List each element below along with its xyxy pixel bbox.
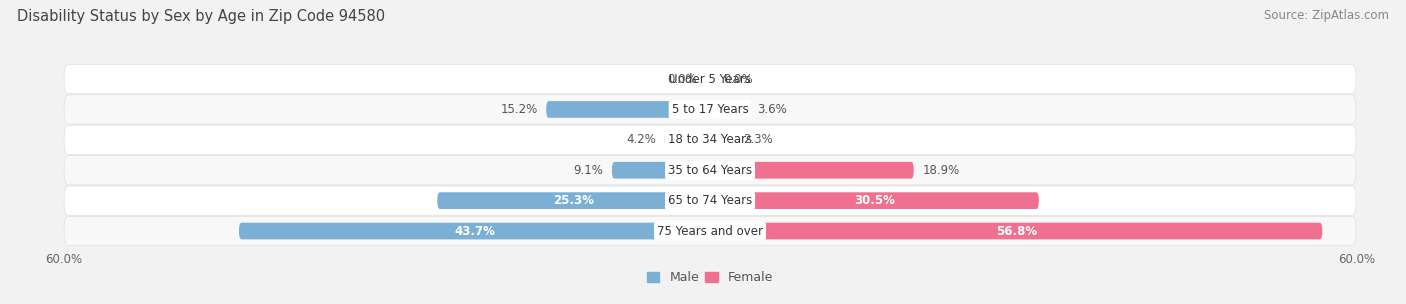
Text: 56.8%: 56.8% bbox=[995, 225, 1036, 237]
FancyBboxPatch shape bbox=[65, 156, 1355, 185]
FancyBboxPatch shape bbox=[710, 223, 1322, 240]
FancyBboxPatch shape bbox=[612, 162, 710, 179]
Legend: Male, Female: Male, Female bbox=[647, 271, 773, 285]
FancyBboxPatch shape bbox=[710, 101, 749, 118]
Text: 4.2%: 4.2% bbox=[626, 133, 657, 146]
Text: 35 to 64 Years: 35 to 64 Years bbox=[668, 164, 752, 177]
Text: 18 to 34 Years: 18 to 34 Years bbox=[668, 133, 752, 146]
Text: Disability Status by Sex by Age in Zip Code 94580: Disability Status by Sex by Age in Zip C… bbox=[17, 9, 385, 24]
Text: Source: ZipAtlas.com: Source: ZipAtlas.com bbox=[1264, 9, 1389, 22]
FancyBboxPatch shape bbox=[437, 192, 710, 209]
Text: 15.2%: 15.2% bbox=[501, 103, 537, 116]
FancyBboxPatch shape bbox=[239, 223, 710, 240]
FancyBboxPatch shape bbox=[65, 216, 1355, 246]
Text: 2.3%: 2.3% bbox=[744, 133, 773, 146]
FancyBboxPatch shape bbox=[710, 162, 914, 179]
Text: 25.3%: 25.3% bbox=[553, 194, 595, 207]
Text: 3.6%: 3.6% bbox=[758, 103, 787, 116]
Text: 0.0%: 0.0% bbox=[723, 73, 752, 85]
Text: 65 to 74 Years: 65 to 74 Years bbox=[668, 194, 752, 207]
Text: 9.1%: 9.1% bbox=[574, 164, 603, 177]
Text: 18.9%: 18.9% bbox=[922, 164, 960, 177]
Text: 75 Years and over: 75 Years and over bbox=[657, 225, 763, 237]
FancyBboxPatch shape bbox=[710, 192, 1039, 209]
FancyBboxPatch shape bbox=[65, 186, 1355, 215]
FancyBboxPatch shape bbox=[65, 95, 1355, 124]
FancyBboxPatch shape bbox=[65, 125, 1355, 154]
FancyBboxPatch shape bbox=[710, 131, 735, 148]
Text: Under 5 Years: Under 5 Years bbox=[669, 73, 751, 85]
Text: 30.5%: 30.5% bbox=[853, 194, 894, 207]
FancyBboxPatch shape bbox=[665, 131, 710, 148]
Text: 5 to 17 Years: 5 to 17 Years bbox=[672, 103, 748, 116]
FancyBboxPatch shape bbox=[546, 101, 710, 118]
Text: 0.0%: 0.0% bbox=[668, 73, 697, 85]
Text: 43.7%: 43.7% bbox=[454, 225, 495, 237]
FancyBboxPatch shape bbox=[65, 64, 1355, 94]
